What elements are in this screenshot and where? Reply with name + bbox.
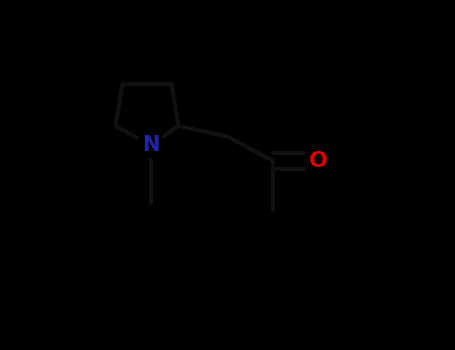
Text: N: N [142,135,159,155]
Text: O: O [309,151,328,171]
